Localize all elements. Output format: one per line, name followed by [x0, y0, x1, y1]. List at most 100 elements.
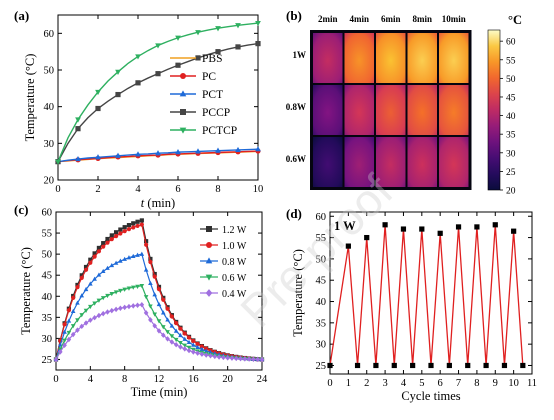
heatmap-cell [439, 85, 469, 135]
y-tick-label: 60 [316, 212, 327, 223]
y-tick-label: 20 [44, 176, 55, 187]
data-point [186, 347, 192, 354]
data-point [96, 312, 102, 319]
data-point [75, 300, 80, 305]
data-point [152, 292, 158, 297]
data-point [95, 105, 101, 112]
data-point [143, 310, 149, 316]
data-point [199, 344, 205, 349]
y-tick-label: 25 [42, 355, 53, 366]
data-point [382, 222, 388, 228]
data-point [182, 346, 188, 352]
data-point [208, 353, 213, 359]
data-point [96, 249, 102, 254]
data-point [152, 271, 157, 277]
data-point [235, 23, 241, 29]
data-point [148, 304, 153, 309]
heatmap-cell [376, 33, 406, 83]
x-tick-label: 16 [188, 374, 199, 385]
x-tick-label: 9 [493, 378, 498, 389]
panel-b: (b) 2min 4min 6min 8min 10min 1W 0.8W 0.6W °C 20 25… [286, 8, 522, 197]
heatmap-cell [344, 137, 374, 187]
data-point [148, 280, 153, 285]
data-point [100, 310, 106, 317]
series-PCT [55, 146, 261, 164]
row-label: 1W [293, 50, 307, 60]
data-point [130, 285, 136, 290]
data-point [148, 317, 153, 323]
data-point [345, 243, 351, 249]
legend-label: PC [202, 71, 216, 83]
data-point [75, 155, 81, 162]
data-point [135, 151, 141, 157]
x-tick-label: 8 [474, 378, 479, 389]
y-tick-label: 30 [44, 139, 55, 150]
data-point [178, 340, 183, 346]
data-point [131, 221, 136, 226]
data-point [465, 362, 471, 369]
data-point [135, 252, 140, 257]
data-point [79, 293, 85, 298]
row-label: 0.6W [286, 154, 306, 164]
x-axis-title-unit: (min) [144, 196, 175, 210]
data-point [483, 362, 489, 369]
data-point [83, 308, 89, 313]
data-point [165, 330, 170, 335]
panel-label-d: (d) [286, 206, 302, 221]
legend-label: PCT [202, 89, 223, 101]
data-point [88, 257, 93, 262]
column-label: 6min [381, 14, 401, 24]
data-point [66, 330, 72, 336]
data-point [109, 237, 114, 242]
data-point [175, 62, 181, 68]
data-point [126, 303, 132, 310]
data-point [251, 356, 256, 362]
x-tick-label: 4 [88, 374, 94, 385]
x-axis-title: Time (min) [131, 385, 188, 399]
data-point [242, 356, 248, 362]
data-point [75, 318, 80, 323]
data-point [62, 342, 67, 348]
data-point [169, 323, 175, 328]
data-point [92, 251, 97, 256]
legend-label: 0.8 W [222, 257, 247, 268]
data-point [492, 222, 498, 228]
data-point [215, 26, 221, 32]
row-label: 0.8W [286, 102, 306, 112]
panel-label-c: (c) [14, 202, 28, 217]
panel-label-a: (a) [14, 8, 29, 23]
data-point [139, 218, 144, 223]
data-point [83, 267, 89, 272]
legend-label: PBS [202, 53, 222, 65]
data-point [79, 313, 85, 318]
data-point [122, 225, 127, 230]
legend-label: PCCP [202, 107, 230, 119]
data-point [195, 344, 200, 350]
data-point [235, 44, 241, 50]
data-point [113, 234, 119, 239]
data-point [152, 312, 158, 317]
data-point [173, 341, 179, 348]
data-point [155, 150, 161, 156]
data-point [144, 239, 149, 244]
data-point [96, 272, 102, 277]
legend-label: 1.2 W [222, 225, 247, 236]
data-point [109, 307, 115, 314]
data-point [148, 256, 153, 262]
data-point [92, 314, 97, 321]
data-point [100, 268, 106, 274]
x-tick-label: 6 [175, 184, 180, 195]
legend-label: PCTCP [202, 125, 237, 137]
y-tick-label: 30 [42, 334, 53, 345]
data-point [122, 229, 127, 234]
colorbar-tick-label: 45 [506, 93, 516, 103]
data-point [105, 309, 110, 315]
data-point [160, 325, 166, 330]
data-point [122, 256, 127, 261]
legend-marker [180, 73, 186, 79]
data-point [156, 284, 162, 290]
heatmap-cell [313, 33, 343, 83]
y-tick-label: 25 [316, 361, 327, 372]
colorbar-tick-label: 55 [506, 56, 516, 66]
